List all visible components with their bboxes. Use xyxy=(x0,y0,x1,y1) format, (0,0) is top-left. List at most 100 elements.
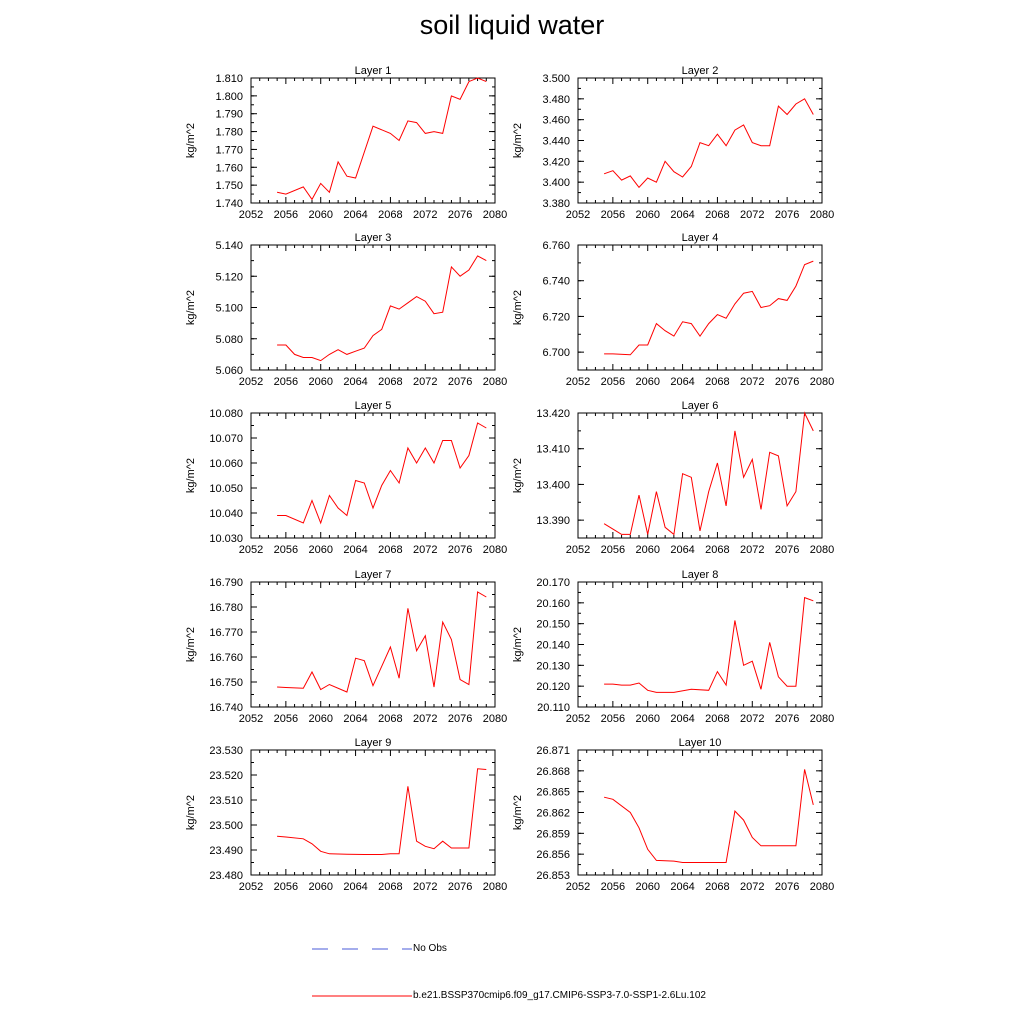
x-tick-label: 2072 xyxy=(740,209,764,221)
layer-panel-10: Layer 10 kg/m^2 2052 2056 2060 2064 2068 2072 20… xyxy=(512,737,834,893)
x-tick-label: 2052 xyxy=(239,544,263,556)
x-tick-label: 2052 xyxy=(566,209,590,221)
series-line xyxy=(604,596,814,693)
x-tick-label: 2056 xyxy=(274,713,298,725)
y-axis-label: kg/m^2 xyxy=(512,123,524,158)
y-tick-label: 16.790 xyxy=(209,577,243,589)
y-tick-label: 26.853 xyxy=(536,870,570,882)
x-tick-label: 2056 xyxy=(274,881,298,893)
y-tick-label: 10.060 xyxy=(209,458,243,470)
series-line xyxy=(276,77,487,201)
y-tick-label: 5.100 xyxy=(215,303,243,315)
y-tick-label: 6.720 xyxy=(542,311,570,323)
x-tick-label: 2076 xyxy=(448,376,472,388)
x-tick-label: 2064 xyxy=(670,544,694,556)
y-tick-label: 5.080 xyxy=(215,334,243,346)
x-tick-label: 2064 xyxy=(343,209,367,221)
x-tick-label: 2064 xyxy=(670,713,694,725)
y-tick-label: 26.871 xyxy=(536,745,570,757)
x-tick-label: 2080 xyxy=(483,544,507,556)
x-tick-label: 2060 xyxy=(308,209,332,221)
layer-panel-4: Layer 4 kg/m^2 2052 2056 2060 2064 2068 2072 207… xyxy=(512,232,834,388)
x-tick-label: 2056 xyxy=(274,544,298,556)
x-tick-label: 2080 xyxy=(810,544,834,556)
panel-frame xyxy=(250,412,496,539)
panel-title: Layer 6 xyxy=(682,400,719,412)
x-tick-label: 2060 xyxy=(635,376,659,388)
layer-panel-2: Layer 2 kg/m^2 2052 2056 2060 2064 2068 2072 207… xyxy=(512,65,834,221)
y-tick-label: 10.070 xyxy=(209,433,243,445)
panel-title: Layer 1 xyxy=(355,65,392,77)
y-tick-label: 23.530 xyxy=(209,745,243,757)
y-tick-label: 20.120 xyxy=(536,681,570,693)
x-tick-label: 2080 xyxy=(483,376,507,388)
x-tick-label: 2068 xyxy=(378,376,402,388)
y-tick-label: 23.500 xyxy=(209,820,243,832)
x-tick-label: 2056 xyxy=(274,376,298,388)
x-tick-label: 2060 xyxy=(635,713,659,725)
x-tick-label: 2052 xyxy=(239,713,263,725)
x-tick-label: 2072 xyxy=(413,544,437,556)
panel-title: Layer 9 xyxy=(355,737,392,749)
y-tick-label: 5.060 xyxy=(215,365,243,377)
x-tick-label: 2052 xyxy=(239,376,263,388)
y-tick-label: 16.770 xyxy=(209,627,243,639)
layer-panel-5: Layer 5 kg/m^2 2052 2056 2060 2064 2068 2072 207… xyxy=(185,400,507,556)
x-tick-label: 2072 xyxy=(413,881,437,893)
x-tick-label: 2052 xyxy=(239,209,263,221)
y-tick-label: 26.862 xyxy=(536,808,570,820)
y-tick-label: 23.480 xyxy=(209,870,243,882)
x-tick-label: 2080 xyxy=(810,376,834,388)
x-tick-label: 2068 xyxy=(705,209,729,221)
x-tick-label: 2068 xyxy=(378,713,402,725)
panel-title: Layer 8 xyxy=(682,569,719,581)
x-tick-label: 2072 xyxy=(740,713,764,725)
x-tick-label: 2056 xyxy=(601,713,625,725)
x-tick-label: 2080 xyxy=(483,713,507,725)
series-line xyxy=(603,411,814,536)
y-tick-label: 10.080 xyxy=(209,408,243,420)
x-tick-label: 2052 xyxy=(566,376,590,388)
y-tick-label: 26.859 xyxy=(536,828,570,840)
y-tick-label: 26.856 xyxy=(536,849,570,861)
x-tick-label: 2076 xyxy=(448,713,472,725)
legend-obs-label: No Obs xyxy=(413,943,447,954)
y-tick-label: 10.050 xyxy=(209,483,243,495)
y-tick-label: 16.780 xyxy=(209,602,243,614)
x-tick-label: 2056 xyxy=(601,881,625,893)
x-tick-label: 2076 xyxy=(775,209,799,221)
panel-title: Layer 3 xyxy=(355,232,392,244)
x-tick-label: 2064 xyxy=(343,544,367,556)
figure-title: soil liquid water xyxy=(419,10,605,40)
x-tick-label: 2076 xyxy=(448,209,472,221)
y-tick-label: 23.510 xyxy=(209,795,243,807)
series-line xyxy=(277,422,487,525)
x-tick-label: 2068 xyxy=(705,881,729,893)
y-axis-label: kg/m^2 xyxy=(185,795,197,830)
x-tick-label: 2064 xyxy=(670,376,694,388)
y-tick-label: 3.420 xyxy=(542,156,570,168)
legend-model-label: b.e21.BSSP370cmip6.f09_g17.CMIP6-SSP3-7.… xyxy=(413,990,706,1001)
y-tick-label: 13.390 xyxy=(536,515,570,527)
y-tick-label: 16.760 xyxy=(209,652,243,664)
y-tick-label: 13.420 xyxy=(536,408,570,420)
x-tick-label: 2064 xyxy=(343,713,367,725)
y-tick-label: 23.490 xyxy=(209,845,243,857)
y-tick-label: 16.740 xyxy=(209,702,243,714)
x-tick-label: 2060 xyxy=(308,713,332,725)
x-tick-label: 2060 xyxy=(635,881,659,893)
y-tick-label: 3.500 xyxy=(542,73,570,85)
panel-frame xyxy=(577,77,823,204)
x-tick-label: 2076 xyxy=(775,713,799,725)
x-tick-label: 2068 xyxy=(705,713,729,725)
x-tick-label: 2072 xyxy=(413,713,437,725)
x-tick-label: 2080 xyxy=(810,209,834,221)
y-tick-label: 6.700 xyxy=(542,347,570,359)
y-axis-label: kg/m^2 xyxy=(185,290,197,325)
x-tick-label: 2052 xyxy=(566,881,590,893)
y-tick-label: 10.040 xyxy=(209,508,243,520)
y-tick-label: 23.520 xyxy=(209,770,243,782)
y-tick-label: 1.790 xyxy=(215,109,243,121)
x-tick-label: 2076 xyxy=(775,376,799,388)
y-tick-label: 20.110 xyxy=(537,702,570,714)
